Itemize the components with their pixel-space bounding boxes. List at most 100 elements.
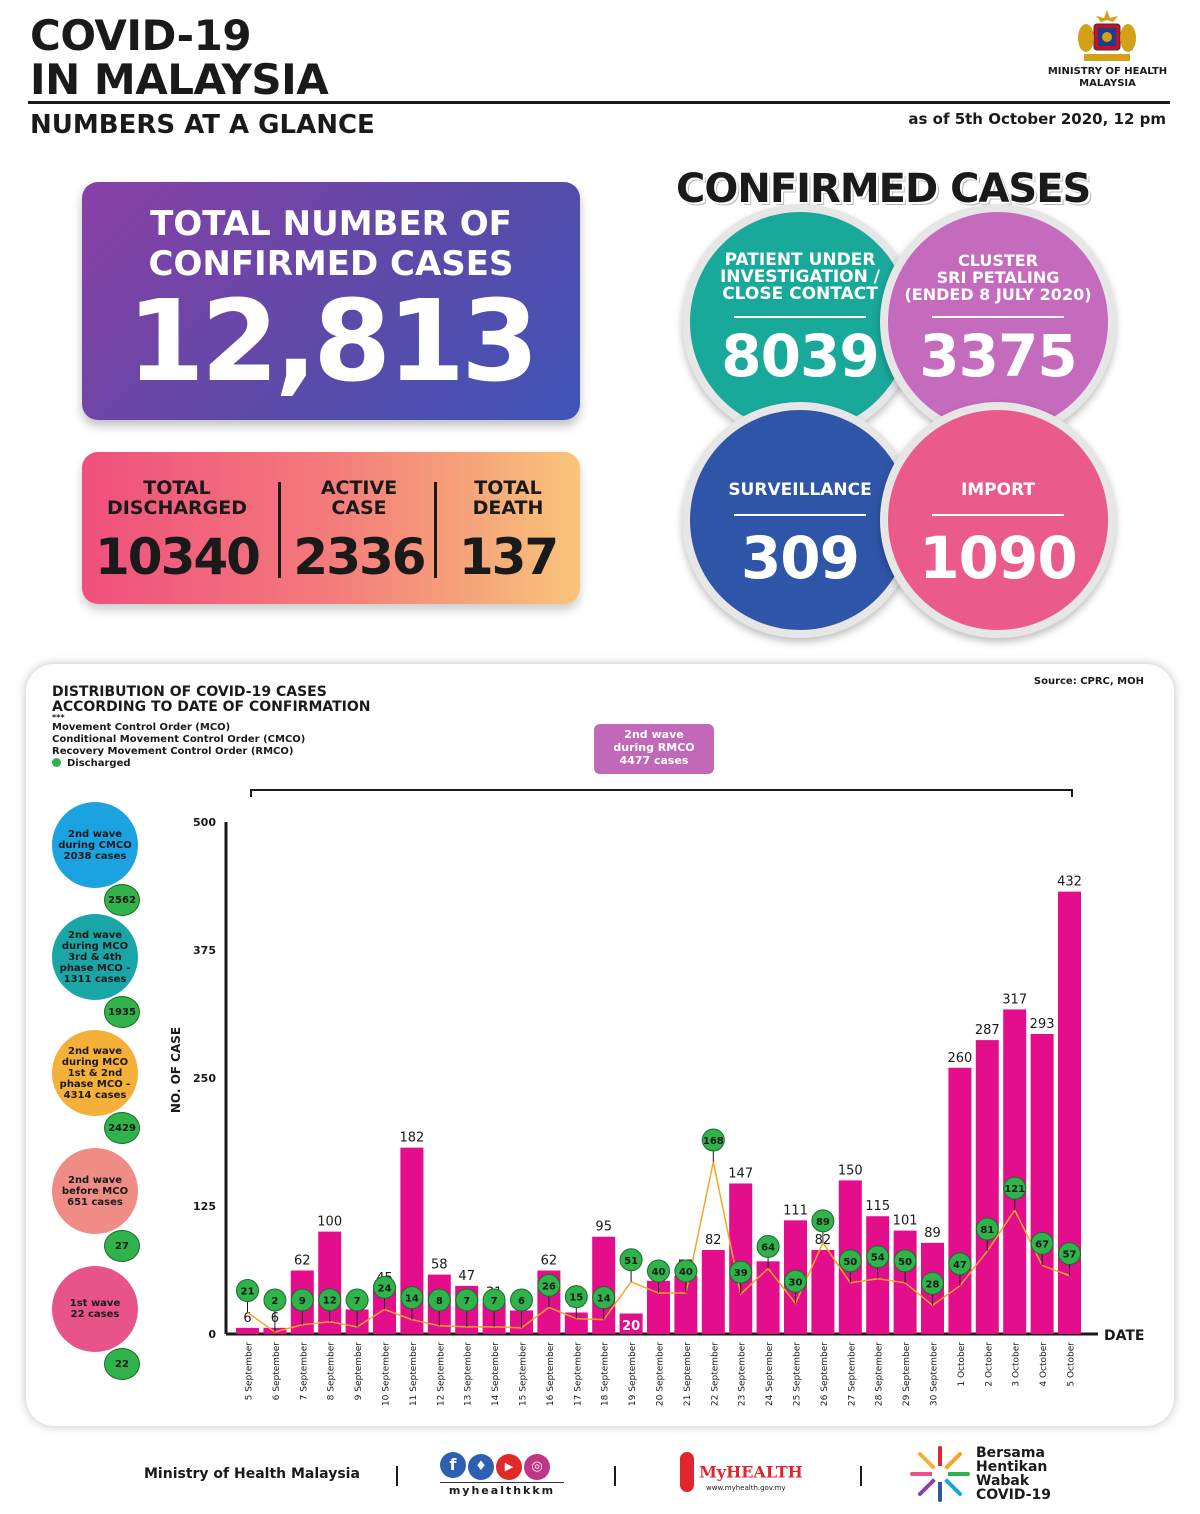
discharged-point — [318, 1288, 342, 1312]
discharged-point — [1058, 1242, 1081, 1266]
discharged-point — [729, 1260, 753, 1284]
discharged-point — [373, 1275, 396, 1299]
wave-circle-line: 22 cases — [70, 1309, 120, 1320]
campaign-text: Bersama Hentikan Wabak COVID-19 — [976, 1446, 1051, 1502]
campaign-line: Wabak — [976, 1473, 1030, 1489]
wave-circle-line: 2nd wave — [67, 828, 122, 840]
footer-divider — [860, 1466, 862, 1486]
chart-source: Source: CPRC, MOH — [1033, 676, 1144, 687]
wave-discharged-badge: 27 — [104, 1230, 140, 1262]
chart-title-line-2: ACCORDING TO DATE OF CONFIRMATION — [52, 699, 371, 715]
discharged-value-label: 2 — [271, 1296, 278, 1307]
legend-item-discharged: Discharged — [52, 758, 305, 770]
wave-circle: 2nd wave before MCO 651 cases — [52, 1148, 138, 1234]
bubble-surveillance: SURVEILLANCE 309 — [682, 402, 918, 638]
instagram-icon[interactable]: ◎ — [524, 1454, 550, 1480]
wave-circle-line: phase MCO - — [59, 962, 131, 974]
bar-value-label: 115 — [865, 1199, 890, 1214]
x-tick-label: 4 October — [1039, 1342, 1049, 1387]
bar — [701, 1250, 725, 1334]
discharged-value-label: 14 — [405, 1294, 419, 1305]
stat-label: ACTIVE — [320, 477, 398, 499]
campaign-line: Bersama — [976, 1445, 1045, 1461]
wave-box-line: 2nd wave — [624, 728, 684, 741]
footer-divider — [614, 1466, 616, 1486]
social-handle: myhealthkkm — [440, 1482, 564, 1497]
discharged-value-label: 7 — [463, 1296, 470, 1307]
bar-value-label: 62 — [294, 1254, 311, 1269]
wave-discharged-badge: 1935 — [104, 996, 140, 1028]
bubble-label-line: (ENDED 8 JULY 2020) — [904, 285, 1092, 304]
x-tick-label: 24 September — [765, 1342, 775, 1406]
social-links: f ♦ ▶ ◎ myhealthkkm — [440, 1452, 564, 1497]
wave-circle-line: 2nd wave — [67, 1174, 122, 1186]
stat-label: TOTAL — [143, 477, 211, 499]
wave-circle-line: 2038 cases — [63, 850, 127, 862]
rmco-wave-box: 2nd wave during RMCO 4477 cases — [594, 724, 714, 774]
discharged-value-label: 67 — [1035, 1239, 1049, 1250]
discharged-value-label: 51 — [624, 1256, 638, 1267]
x-tick-label: 5 September — [245, 1342, 255, 1401]
bar-value-label: 432 — [1057, 875, 1082, 890]
bar — [756, 1261, 780, 1334]
bar-value-label: 260 — [947, 1051, 972, 1066]
wave-circle-line: 1st & 2nd — [67, 1067, 123, 1079]
discharged-value-label: 8 — [436, 1296, 443, 1307]
discharged-point — [345, 1288, 369, 1312]
wave-circle-line: 2nd wave — [67, 929, 122, 941]
stat-divider — [278, 482, 281, 578]
bar-value-label: 293 — [1030, 1017, 1055, 1032]
stat-label: DISCHARGED — [106, 497, 248, 519]
bar — [811, 1250, 835, 1334]
bubble-label: CLUSTER SRI PETALING (ENDED 8 JULY 2020) — [888, 252, 1108, 303]
x-tick-label: 22 September — [710, 1342, 720, 1406]
wave-circle-line: 4314 cases — [63, 1089, 127, 1101]
discharged-value-label: 50 — [843, 1257, 857, 1268]
discharged-value-label: 54 — [871, 1253, 885, 1264]
discharged-point — [893, 1249, 917, 1273]
bubble-label: SURVEILLANCE — [690, 482, 910, 499]
x-tick-label: 18 September — [601, 1342, 611, 1406]
bar — [647, 1280, 670, 1334]
wave-discharged-badge: 22 — [104, 1348, 140, 1380]
bubble-value: 8039 — [721, 322, 879, 390]
facebook-icon[interactable]: f — [440, 1452, 466, 1478]
discharged-value-label: 26 — [542, 1281, 556, 1292]
y-tick-label: 375 — [193, 944, 216, 957]
twitter-icon[interactable]: ♦ — [468, 1454, 494, 1480]
discharged-point — [619, 1248, 643, 1272]
bar — [236, 1327, 259, 1334]
youtube-icon[interactable]: ▶ — [496, 1454, 522, 1480]
myhealth-url: www.myhealth.gov.my — [706, 1484, 786, 1492]
bar — [948, 1067, 972, 1334]
wave-discharged-badge: 2562 — [104, 884, 140, 916]
discharged-value-label: 9 — [299, 1296, 306, 1307]
discharged-value-label: 89 — [816, 1217, 830, 1228]
y-tick-label: 500 — [193, 816, 216, 829]
discharged-point — [948, 1252, 972, 1276]
stat-value: 10340 — [95, 528, 261, 586]
stat-value: 2336 — [293, 528, 426, 586]
title-line-1: COVID-19 — [30, 11, 252, 60]
wave-circle-line: 1311 cases — [63, 973, 127, 985]
bubble-divider — [734, 514, 866, 516]
campaign-line: Hentikan — [976, 1459, 1048, 1475]
x-tick-label: 2 October — [984, 1342, 994, 1387]
bar — [400, 1147, 424, 1334]
bar — [564, 1312, 588, 1334]
discharged-value-label: 40 — [652, 1267, 666, 1278]
confirmed-cases-heading: CONFIRMED CASES — [676, 166, 1091, 212]
wave-circle: 2nd wave during MCO 3rd & 4th phase MCO -13… — [52, 914, 138, 1000]
wave-discharged-badge: 2429 — [104, 1112, 140, 1144]
bar — [729, 1183, 753, 1334]
total-label-line-1: TOTAL NUMBER OF — [150, 204, 512, 244]
header-rule — [28, 101, 1170, 104]
bar-value-label: 58 — [431, 1258, 448, 1273]
bubble-label-line: SRI PETALING — [936, 268, 1060, 287]
x-tick-label: 14 September — [491, 1342, 501, 1406]
x-tick-label: 23 September — [738, 1342, 748, 1406]
discharged-value-label: 21 — [241, 1286, 255, 1297]
discharged-value-label: 50 — [898, 1257, 912, 1268]
discharged-value-label: 57 — [1063, 1250, 1077, 1261]
